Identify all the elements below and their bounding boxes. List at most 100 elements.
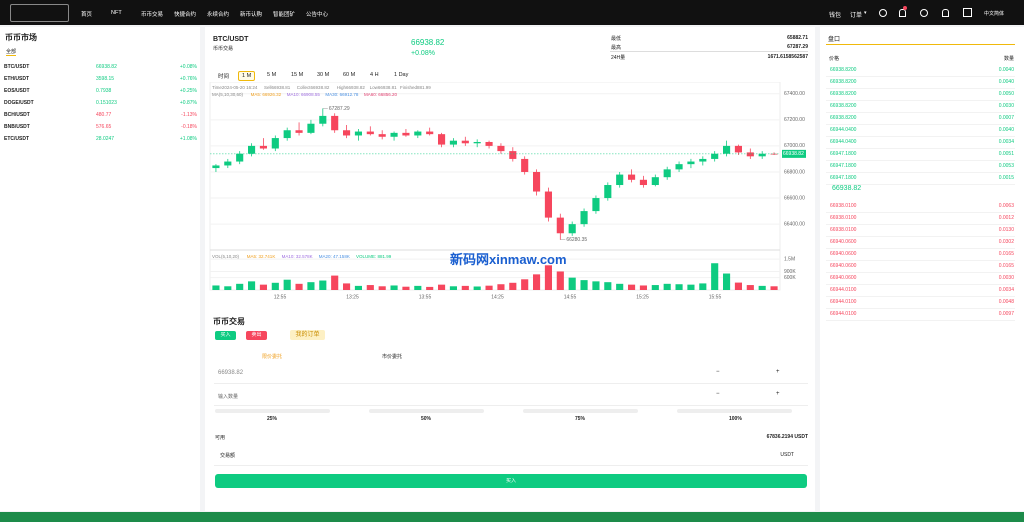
nav-item[interactable]: 快捷合约 (174, 12, 197, 18)
market-pair[interactable]: ETH/USDT (4, 76, 29, 82)
minus[interactable]: − (716, 369, 720, 375)
candle-body (331, 115, 339, 131)
buy-tab[interactable]: 买入 (215, 331, 236, 340)
book-price: 66947.1800 (830, 163, 857, 169)
book-qty: 0.0030 (998, 275, 1014, 281)
dropdown-caret: ▾ (864, 10, 867, 16)
plus[interactable]: + (776, 391, 780, 397)
nav-item[interactable]: 新币认购 (240, 12, 263, 18)
language[interactable]: 中文简体 (984, 11, 1005, 17)
y-tick-label: 900K (784, 269, 796, 275)
market-price: 480.77 (96, 112, 112, 118)
orderbook-panel (820, 27, 1024, 511)
volume-bar (307, 282, 315, 290)
nav-item[interactable]: 永续合约 (207, 12, 230, 18)
volume-bar (723, 273, 731, 290)
percent-bar[interactable] (677, 409, 792, 413)
book-qty: 0.0034 (998, 287, 1014, 293)
candle-body (343, 130, 351, 136)
candle-body (723, 145, 731, 154)
trade-title: 币币交易 (213, 317, 245, 326)
volume-bar (639, 285, 647, 290)
interval-tab[interactable]: 1 Day (394, 72, 409, 78)
book-divider (826, 320, 1015, 321)
x-tick-label: 14:55 (564, 294, 577, 300)
market-change: +1.08% (179, 136, 197, 142)
volume-bar (438, 284, 446, 290)
percent-bar[interactable] (369, 409, 484, 413)
book-price: 66938.8200 (830, 91, 857, 97)
market-change: +0.25% (179, 88, 197, 94)
volume-bar (651, 285, 659, 290)
interval-tab[interactable]: 60 M (343, 72, 356, 78)
candle-body (283, 130, 291, 139)
book-qty: 0.0007 (998, 115, 1014, 121)
plus[interactable]: + (776, 369, 780, 375)
candle-body (639, 179, 647, 186)
submit-button[interactable]: 买入 (215, 474, 807, 488)
notice-icon[interactable] (942, 9, 949, 17)
market-pair[interactable]: EOS/USDT (4, 88, 30, 94)
market-tab[interactable]: 全部 (6, 49, 17, 56)
percent-bar[interactable] (215, 409, 330, 413)
percent-bar[interactable] (523, 409, 638, 413)
support-icon[interactable] (920, 9, 928, 17)
my-orders[interactable]: 我的订单 (290, 330, 325, 340)
sell-tab[interactable]: 卖出 (246, 331, 267, 340)
legend-item: MA10: 32.578K (281, 254, 313, 259)
market-pair[interactable]: BTC/USDT (4, 64, 30, 70)
minus[interactable]: − (716, 391, 720, 397)
nav-item[interactable]: NFT (111, 10, 122, 16)
nav-item[interactable]: 币币交易 (141, 12, 164, 18)
market-pair[interactable]: BCH/USDT (4, 112, 30, 118)
bell-icon[interactable] (899, 9, 906, 17)
user-icon[interactable] (879, 9, 887, 17)
book-qty: 0.0030 (998, 103, 1014, 109)
limit-tab[interactable]: 限价委托 (262, 354, 283, 360)
legend-item: MA(5,10,30,60) (212, 92, 244, 97)
market-change: +0.87% (179, 100, 197, 106)
market-pair[interactable]: DOGE/USDT (4, 100, 34, 106)
candle-body (212, 165, 220, 169)
book-qty: 0.0165 (998, 263, 1014, 269)
interval-tab[interactable]: 1 M (238, 71, 256, 81)
low-label: 最低 (611, 36, 622, 42)
book-qty: 0.0034 (998, 139, 1014, 145)
book-divider (826, 272, 1015, 273)
volume-bar (354, 285, 362, 290)
book-divider (826, 112, 1015, 113)
nav-item[interactable]: 智能团矿 (273, 12, 296, 18)
nav-item[interactable]: 公告中心 (306, 12, 329, 18)
market-pair[interactable]: BNB/USDT (4, 124, 30, 130)
orders-link[interactable]: 订单 (850, 13, 863, 19)
interval-tab[interactable]: 4 H (370, 72, 379, 78)
volume-bar (319, 280, 327, 290)
market-pair[interactable]: ETC/USDT (4, 136, 29, 142)
logo[interactable] (10, 4, 69, 22)
book-price: 66938.8200 (830, 79, 857, 85)
book-divider (826, 124, 1015, 125)
candle-body (687, 161, 695, 165)
interval-tab[interactable]: 30 M (317, 72, 330, 78)
high-annotation: 67287.29 (329, 106, 350, 112)
price-header: 价格 (829, 56, 840, 62)
candle-body (248, 145, 256, 154)
wallet-link[interactable]: 钱包 (829, 13, 842, 19)
candle-body (711, 153, 719, 159)
nav-item[interactable]: 首页 (81, 12, 93, 18)
market-tab-order[interactable]: 市价委托 (382, 354, 403, 360)
candle-body (307, 123, 315, 133)
x-tick-label: 13:25 (346, 294, 359, 300)
market-price: 576.65 (96, 124, 112, 130)
candle-body (390, 132, 398, 137)
market-price: 0.7938 (96, 88, 112, 94)
interval-tab[interactable]: 5 M (267, 72, 277, 78)
interval-tab[interactable]: 15 M (291, 72, 304, 78)
amount-input[interactable] (214, 388, 808, 406)
download-icon[interactable] (963, 8, 972, 17)
available-value: 67836.2194 USDT (766, 434, 808, 440)
price-input[interactable] (214, 366, 808, 384)
book-qty: 0.0053 (998, 163, 1014, 169)
volume-bar (734, 282, 742, 290)
candle-body (604, 185, 612, 199)
